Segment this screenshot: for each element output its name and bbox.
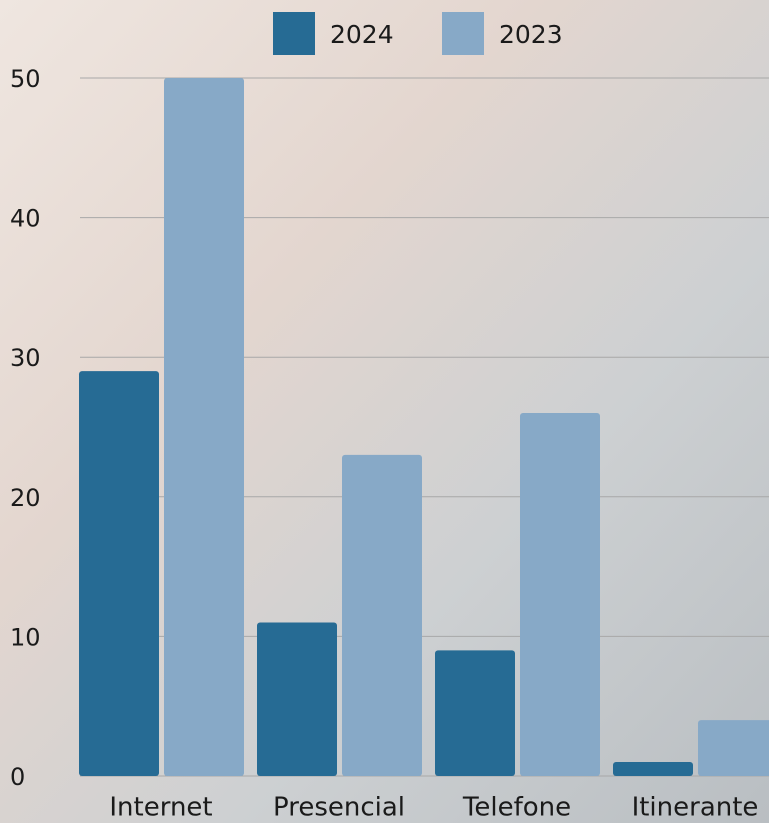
y-tick-label: 30 [10, 344, 41, 372]
x-tick-label: Presencial [273, 793, 405, 823]
x-tick-label: Internet [109, 793, 212, 823]
y-tick-label: 40 [10, 205, 41, 233]
legend-swatch [273, 12, 315, 55]
bar [342, 455, 422, 776]
x-tick-label: Itinerante [632, 793, 759, 823]
legend-label: 2024 [330, 20, 394, 49]
legend-swatch [442, 12, 484, 55]
bar [164, 78, 244, 776]
bar [520, 413, 600, 776]
y-tick-label: 50 [10, 65, 41, 93]
bar [257, 622, 337, 776]
y-tick-label: 0 [10, 763, 25, 791]
chart: 0 10 20 30 40 50 2024 2023 Internet Presencial Tel… [0, 0, 769, 823]
bar [613, 762, 693, 776]
legend-label: 2023 [499, 20, 563, 49]
y-tick-label: 10 [10, 623, 41, 651]
bar [435, 650, 515, 776]
x-tick-label: Telefone [462, 793, 571, 823]
page: 0 10 20 30 40 50 2024 2023 Internet Presencial Tel… [0, 0, 769, 823]
bar [79, 371, 159, 776]
y-tick-label: 20 [10, 484, 41, 512]
bar [698, 720, 769, 776]
